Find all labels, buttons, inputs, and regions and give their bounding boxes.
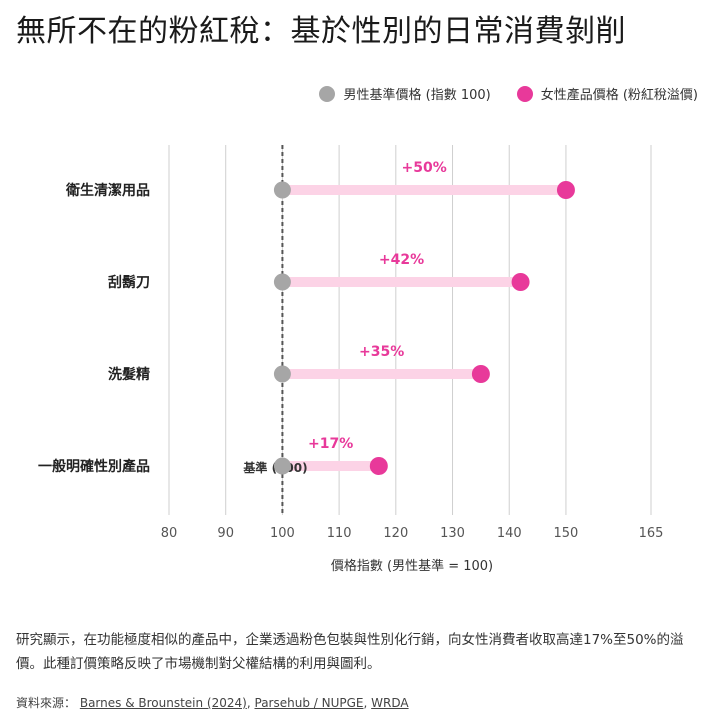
legend-base-dot-icon bbox=[319, 85, 336, 102]
premium-point-3 bbox=[369, 457, 388, 475]
source-line: 資料來源： Barnes & Brounstein (2024), Parseh… bbox=[16, 694, 409, 711]
base-point-0 bbox=[273, 181, 291, 199]
chart-title: 無所不在的粉紅稅：基於性別的日常消費剝削 bbox=[16, 14, 626, 49]
x-tick-label-165: 165 bbox=[639, 526, 664, 541]
premium-point-2 bbox=[471, 365, 490, 383]
premium-label-1: +42% bbox=[379, 252, 424, 268]
base-point-2 bbox=[273, 365, 291, 383]
source-link-wrda[interactable]: WRDA bbox=[371, 696, 409, 710]
source-sep-1: , bbox=[246, 696, 251, 710]
premium-bar-3 bbox=[282, 461, 379, 471]
premium-label-2: +35% bbox=[359, 344, 404, 360]
premium-label-3: +17% bbox=[308, 436, 353, 452]
source-sep-2: , bbox=[363, 696, 368, 710]
legend-item-premium: 女性產品價格 (粉紅稅溢價) bbox=[516, 84, 698, 103]
legend-premium-label: 女性產品價格 (粉紅稅溢價) bbox=[540, 88, 698, 103]
x-tick-label-90: 90 bbox=[217, 526, 234, 541]
legend-premium-dot-icon bbox=[516, 85, 533, 102]
base-point-1 bbox=[273, 273, 291, 291]
dumbbell-chart: 80 90 100 110 120 130 140 150 165 價格指數 (男性基準 = 10… bbox=[38, 145, 664, 574]
category-label-1: 刮鬍刀 bbox=[108, 274, 150, 291]
x-tick-label-140: 140 bbox=[497, 526, 522, 541]
premium-label-0: +50% bbox=[402, 160, 447, 176]
premium-bar-0 bbox=[282, 185, 566, 195]
source-link-barnes[interactable]: Barnes & Brounstein (2024) bbox=[79, 696, 247, 710]
category-label-3: 一般明確性別產品 bbox=[38, 458, 150, 475]
x-tick-label-110: 110 bbox=[327, 526, 352, 541]
premium-bar-2 bbox=[282, 369, 481, 379]
legend-base-label: 男性基準價格 (指數 100) bbox=[343, 88, 491, 103]
description-text: 研究顯示，在功能極度相似的產品中，企業透過粉色包裝與性別化行銷，向女性消費者收取… bbox=[16, 632, 684, 672]
x-tick-label-80: 80 bbox=[161, 526, 178, 541]
x-tick-label-130: 130 bbox=[440, 526, 465, 541]
x-tick-label-120: 120 bbox=[383, 526, 408, 541]
legend-item-base: 男性基準價格 (指數 100) bbox=[319, 84, 491, 103]
source-link-parsehub[interactable]: Parsehub / NUPGE bbox=[254, 696, 364, 710]
premium-point-1 bbox=[511, 273, 530, 291]
category-label-2: 洗髮精 bbox=[108, 366, 150, 383]
source-prefix: 資料來源： bbox=[16, 696, 77, 710]
legend: 男性基準價格 (指數 100) 女性產品價格 (粉紅稅溢價) bbox=[319, 84, 698, 103]
x-tick-label-150: 150 bbox=[554, 526, 579, 541]
category-label-0: 衛生清潔用品 bbox=[65, 182, 150, 199]
premium-bar-1 bbox=[282, 277, 521, 287]
base-point-3 bbox=[273, 457, 291, 475]
premium-point-0 bbox=[556, 181, 575, 199]
x-axis-title: 價格指數 (男性基準 = 100) bbox=[331, 558, 493, 574]
x-tick-label-100: 100 bbox=[270, 526, 295, 541]
